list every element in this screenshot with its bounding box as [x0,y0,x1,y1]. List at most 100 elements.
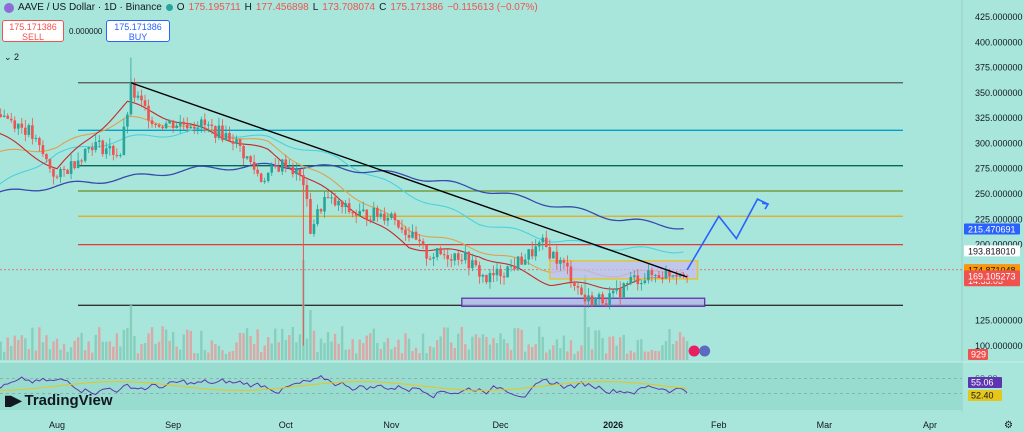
volume-bar [235,342,238,360]
volume-bar [376,342,379,360]
volume-bar [365,335,368,360]
projection-path [686,198,769,271]
indicator-toggle[interactable]: ⌄ 2 [4,52,20,62]
volume-bar [379,349,383,360]
candle-body [147,105,150,121]
price-tick-label-4: 325.000000 [975,113,1023,123]
candle-body [228,133,231,141]
volume-bar [502,339,506,360]
volume-bar [573,353,576,360]
candle-body [13,120,17,129]
candle-body [330,197,333,199]
volume-bar [559,347,562,360]
candle-body [513,265,516,270]
volume-bar [418,353,421,360]
volume-bar [386,338,390,360]
buy-label: BUY [128,32,148,42]
candle-body [555,251,559,264]
volume-bar [73,340,76,360]
volume-bar [133,336,136,360]
candle-body [126,114,129,127]
volume-bar [337,343,340,360]
time-tick-label-1: Sep [165,420,181,430]
trendline [130,82,688,278]
candle-body [678,274,682,277]
volume-bar [274,328,277,360]
candle-body [682,274,685,276]
time-tick-label-8: Apr [923,420,937,430]
candle-body [280,159,284,172]
ohlc-low-value: 173.708074 [322,2,376,13]
volume-bar [583,275,587,360]
candle-body [9,118,13,121]
candle-body [657,274,661,279]
volume-bar [45,335,48,360]
volume-bar [414,347,418,360]
candle-body [136,95,140,98]
candle-body [337,201,340,206]
candle-body [256,169,259,174]
volume-bar [580,345,583,360]
volume-bar [203,349,207,360]
volume-bar [284,340,287,360]
volume-bar [193,352,196,360]
volume-bar [506,343,509,360]
candle-body [252,161,256,170]
volume-bar [242,333,245,360]
price-tick-label-9: 200.000000 [975,240,1023,250]
symbol-title[interactable]: AAVE / US Dollar · 1D · Binance [18,2,162,13]
time-tick-label-4: Dec [493,420,510,430]
volume-bar [492,338,495,360]
candle-body [432,257,435,259]
ma-long-line [0,162,684,230]
volume-bar [221,350,224,360]
volume-bar [27,349,31,360]
candle-body [478,265,481,277]
volume-bar [545,352,548,360]
volume-bar [664,341,668,360]
candle-body [654,274,657,276]
volume-bar [446,327,449,360]
rsi-ma-value-bg [968,390,1002,401]
candle-body [562,259,566,263]
volume-bar [435,340,439,360]
volume-bar [6,337,9,360]
sell-button[interactable]: 175.171386 SELL [2,20,64,42]
candle-body [583,294,587,302]
volume-bar [516,328,520,360]
time-tick-label-5: 2026 [603,420,623,430]
candle-body [143,100,147,106]
volume-bar [41,342,45,360]
candle-body [548,247,552,259]
volume-bar [668,329,671,360]
volume-bar [245,327,249,360]
candle-body [344,203,347,208]
volume-bar [428,346,432,360]
volume-bar [495,343,499,360]
buy-button[interactable]: 175.171386 BUY [106,20,170,42]
tradingview-logo[interactable]: ▮▶ TradingView [4,392,113,409]
candle-body [618,288,622,298]
candle-body [573,281,576,287]
candle-body [520,256,523,265]
chart-settings-icon: ⚙ [1004,420,1013,431]
tradingview-mark-icon: ▮▶ [4,392,22,408]
volume-bar [108,341,111,360]
candle-body [530,249,534,257]
candle-body [675,275,678,277]
candle-body [481,274,485,277]
rsi-pane-background [0,362,962,410]
volume-bar [288,335,291,360]
candle-body [207,124,210,126]
candle-body [376,207,379,217]
volume-bar [333,333,337,360]
candle-body [62,168,66,170]
candle-body [474,260,478,266]
volume-bar [182,334,185,360]
volume-bar [48,349,52,360]
volume-bar [400,353,404,360]
volume-bar [80,332,83,360]
volume-bar [355,353,358,360]
candle-body [200,119,203,128]
